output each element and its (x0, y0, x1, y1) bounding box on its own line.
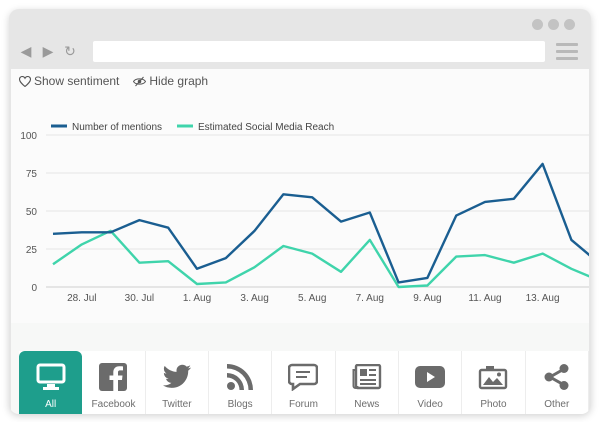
tab-label: News (354, 399, 380, 410)
newspaper-icon (351, 361, 383, 393)
tab-label: Twitter (162, 399, 192, 410)
legend-label: Number of mentions (72, 122, 162, 133)
page-content: Show sentiment Hide graph 100 75 50 25 0 28. … (11, 69, 589, 414)
reload-icon[interactable]: ↻ (64, 43, 76, 59)
heart-icon (19, 75, 31, 87)
browser-window: ◀ ▶ ↻ Show sentiment Hide graph 100 75 50 2… (9, 9, 591, 414)
y-tick-label: 100 (20, 131, 37, 142)
chart-toolbar: Show sentiment Hide graph (19, 74, 208, 88)
chart-panel: Show sentiment Hide graph 100 75 50 25 0 28. … (11, 69, 589, 323)
legend-label: Estimated Social Media Reach (198, 122, 334, 133)
tab-blogs[interactable]: Blogs (209, 351, 273, 414)
x-tick-label: 7. Aug (356, 293, 384, 304)
hide-graph-button[interactable]: Hide graph (133, 74, 208, 88)
tab-photo[interactable]: Photo (462, 351, 526, 414)
chat-icon (287, 361, 319, 393)
tab-label: Photo (480, 399, 507, 410)
tab-label: Other (544, 399, 570, 410)
tab-label: All (45, 399, 57, 410)
x-tick-label: 3. Aug (240, 293, 268, 304)
browser-nav: ◀ ▶ ↻ (19, 43, 77, 60)
show-sentiment-label: Show sentiment (34, 74, 120, 88)
source-tabs: All Facebook Twitter Blogs Forum News Video Pho… (19, 351, 589, 414)
tab-label: Blogs (227, 399, 253, 410)
rss-icon (224, 361, 256, 393)
y-tick-label: 75 (26, 169, 38, 180)
tab-video[interactable]: Video (399, 351, 463, 414)
back-icon[interactable]: ◀ (20, 43, 32, 59)
y-tick-label: 25 (26, 245, 38, 256)
tab-twitter[interactable]: Twitter (146, 351, 209, 414)
y-tick-label: 50 (26, 207, 38, 218)
tab-all[interactable]: All (19, 351, 83, 414)
x-tick-label: 11. Aug (468, 293, 501, 304)
x-tick-label: 13. Aug (526, 293, 560, 304)
window-controls (532, 19, 575, 30)
tab-other[interactable]: Other (526, 351, 589, 414)
window-dot[interactable] (532, 19, 543, 30)
x-tick-label: 30. Jul (125, 293, 154, 304)
series-line-mentions (52, 162, 589, 284)
x-tick-label: 28. Jul (67, 293, 96, 304)
share-icon (541, 361, 573, 393)
facebook-icon (97, 361, 129, 393)
show-sentiment-button[interactable]: Show sentiment (19, 74, 119, 88)
video-icon (414, 361, 446, 393)
tab-news[interactable]: News (336, 351, 399, 414)
series-line-reach (52, 229, 589, 289)
eye-slash-icon (133, 76, 147, 86)
window-dot[interactable] (548, 19, 559, 30)
x-tick-label: 9. Aug (413, 293, 441, 304)
menu-icon[interactable] (556, 43, 578, 60)
forward-icon[interactable]: ▶ (42, 43, 54, 59)
twitter-icon (161, 361, 193, 393)
x-tick-label: 5. Aug (298, 293, 326, 304)
address-bar[interactable] (93, 41, 545, 62)
hide-graph-label: Hide graph (149, 74, 209, 88)
tab-label: Forum (289, 399, 318, 410)
tab-forum[interactable]: Forum (272, 351, 336, 414)
photo-icon (477, 361, 509, 393)
y-tick-label: 0 (31, 283, 37, 294)
tab-facebook[interactable]: Facebook (82, 351, 146, 414)
tab-label: Video (417, 399, 443, 410)
x-tick-label: 1. Aug (183, 293, 211, 304)
window-dot[interactable] (564, 19, 575, 30)
tab-label: Facebook (91, 399, 136, 410)
monitor-icon (35, 361, 67, 393)
line-chart: 100 75 50 25 0 28. Jul 30. Jul 1. Aug 3. Aug 5. A… (20, 122, 589, 304)
